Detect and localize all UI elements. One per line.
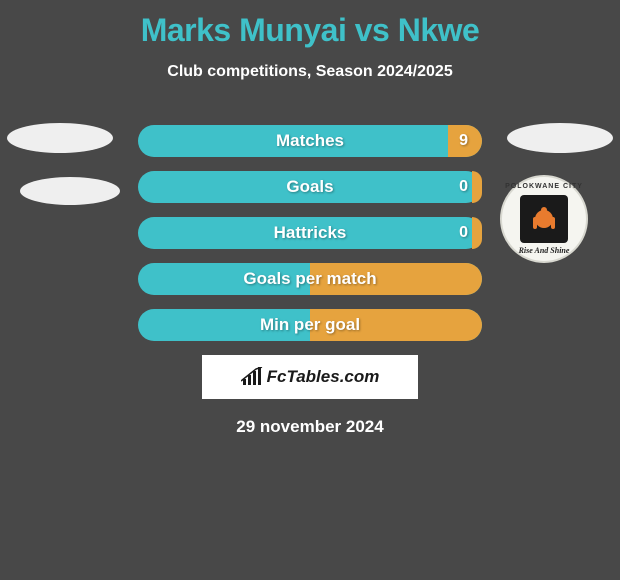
branding-box: FcTables.com: [202, 355, 418, 399]
stat-value-right: 0: [459, 224, 468, 242]
stat-label: Matches: [276, 131, 344, 150]
stat-bar-right: [472, 217, 482, 249]
right-team-logo-placeholder-1: [507, 123, 613, 153]
stat-row: Goals per match: [138, 263, 482, 295]
stat-label: Hattricks: [274, 223, 347, 242]
branding-text: FcTables.com: [267, 367, 380, 387]
stat-label: Goals: [286, 177, 333, 196]
right-team-badge: POLOKWANE CITY Rise And Shine: [500, 175, 600, 265]
stat-label: Min per goal: [260, 315, 360, 334]
badge-top-text: POLOKWANE CITY: [502, 183, 586, 190]
badge-bottom-text: Rise And Shine: [502, 246, 586, 255]
left-team-logo-placeholder-1: [7, 123, 113, 153]
stat-row: Matches 9: [138, 125, 482, 157]
stat-row: Hattricks 0: [138, 217, 482, 249]
generation-date: 29 november 2024: [0, 417, 620, 437]
left-team-logo-placeholder-2: [20, 177, 120, 205]
page-title: Marks Munyai vs Nkwe: [0, 0, 620, 49]
stat-value-right: 9: [459, 132, 468, 150]
stat-value-right: 0: [459, 178, 468, 196]
badge-inner-emblem: [520, 195, 568, 243]
stat-row: Goals 0: [138, 171, 482, 203]
stat-bar-right: [472, 171, 482, 203]
stat-row: Min per goal: [138, 309, 482, 341]
stat-label: Goals per match: [243, 269, 376, 288]
chart-icon: [241, 367, 263, 387]
page-subtitle: Club competitions, Season 2024/2025: [0, 63, 620, 81]
